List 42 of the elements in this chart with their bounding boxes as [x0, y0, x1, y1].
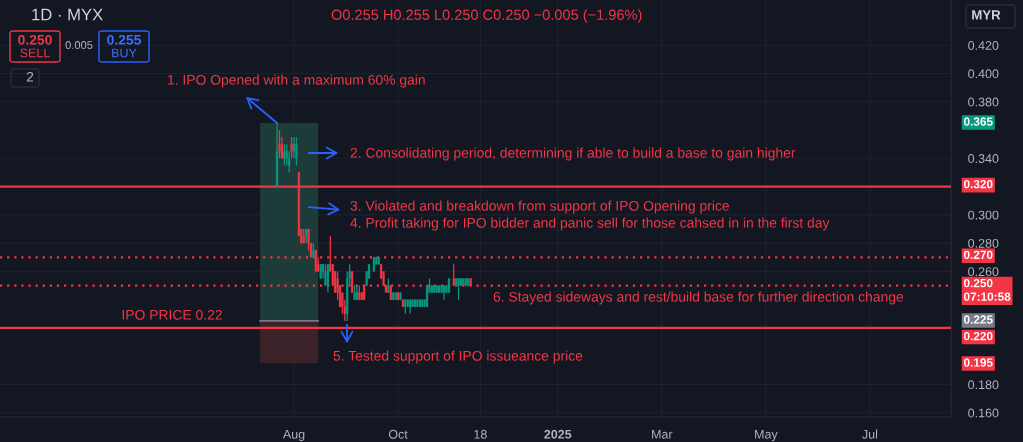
annotation: SELL	[20, 48, 50, 58]
ref-line-label: 0.250 07:10:58	[963, 278, 1011, 301]
annotation: 2	[26, 71, 34, 82]
candlestick	[326, 263, 329, 294]
text: 0.365	[963, 117, 993, 126]
y-tick-label: 0.380	[968, 97, 999, 107]
y-tick-label: 0.260	[968, 267, 999, 277]
annotation: 0.255	[107, 34, 141, 45]
x-tick-label: Mar	[652, 429, 673, 439]
annotation: 4. Profit taking for IPO bidder and panic sell for those cahsed in in the first day	[350, 217, 830, 231]
y-tick-label: 0.340	[968, 154, 999, 163]
annotation: 6. Stayed sideways and rest/build base for further direction change	[493, 291, 904, 305]
y-tick-label: 0.280	[968, 238, 999, 248]
candlestick	[295, 136, 298, 167]
ref-line-label: 0.270	[963, 250, 993, 259]
annotation: 0.005	[65, 41, 93, 49]
annotation: 2. Consolidating period, determining if able to build a base to gain higher	[350, 147, 796, 161]
annotation: 0.250	[18, 34, 52, 45]
x-tick-label: Jul	[862, 429, 878, 439]
x-tick-label: Aug	[282, 429, 305, 442]
text: O0.255 H0.255 L0.250 C0.250 −0.005 (−1.96%)	[331, 9, 642, 23]
text: MYR	[972, 10, 1001, 20]
annotation: BUY	[112, 48, 137, 58]
chart-title: 1D · MYX	[32, 8, 103, 21]
annotation: IPO PRICE 0.22	[122, 309, 222, 320]
ref-line-label: 0.320	[963, 179, 993, 189]
y-tick-label: 0.400	[968, 69, 999, 79]
annotation: 3. Violated and breakdown from support of IPO Opening price	[350, 200, 729, 214]
y-tick-label: 0.420	[968, 41, 999, 50]
y-tick-label: 0.180	[968, 380, 999, 390]
x-tick-label: 18	[474, 429, 487, 439]
text: 0.225	[963, 315, 993, 324]
x-tick-label: May	[755, 429, 778, 442]
candlestick	[278, 129, 281, 159]
x-tick-label: 2025	[544, 429, 572, 439]
x-tick-label: Oct	[388, 429, 408, 439]
ref-line-label: 0.220	[963, 331, 993, 341]
y-tick-label: 0.160	[968, 408, 999, 418]
text: 0.195	[963, 358, 993, 367]
annotation: 1. IPO Opened with a maximum 60% gain	[168, 74, 425, 88]
y-tick-label: 0.300	[968, 210, 999, 220]
annotation: 5. Tested support of IPO issueance price	[333, 350, 583, 364]
